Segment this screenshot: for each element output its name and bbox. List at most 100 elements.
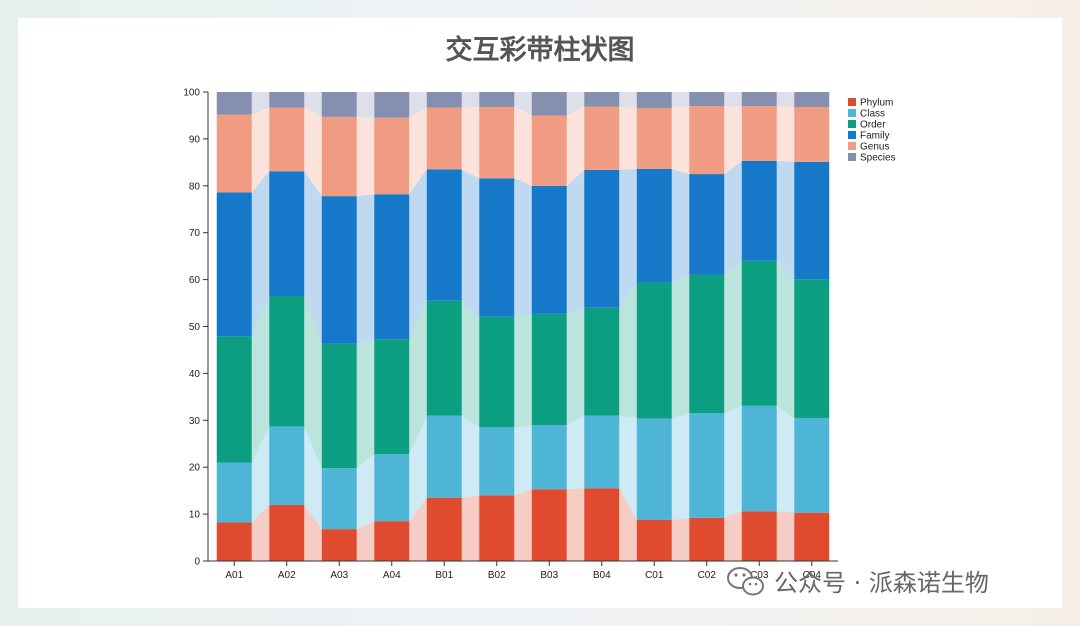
bar-B04-species	[584, 92, 620, 107]
ribbon-class-A03-A04	[356, 454, 375, 530]
bar-B03-family	[531, 185, 567, 314]
bar-A01-order	[216, 336, 252, 463]
ribbon-species-A02-A03	[304, 92, 322, 117]
ribbon-family-A02-A03	[304, 171, 322, 344]
ribbon-class-C01-C02	[671, 413, 690, 520]
legend-swatch-phylum	[848, 98, 856, 106]
legend-swatch-order	[848, 120, 856, 128]
ribbon-order-B04-C01	[619, 282, 637, 419]
legend-swatch-class	[848, 109, 856, 117]
bar-C03-class	[741, 405, 777, 512]
x-tick-label-A03: A03	[330, 570, 348, 581]
ribbon-genus-B02-B03	[514, 107, 532, 186]
y-tick-label-0: 0	[194, 557, 200, 568]
y-tick-label-100: 100	[183, 88, 200, 99]
legend-label-species: Species	[860, 153, 896, 164]
x-tick-label-B02: B02	[488, 570, 506, 581]
ribbon-order-A02-A03	[304, 296, 322, 469]
bar-A02-genus	[269, 107, 305, 172]
bar-C03-phylum	[741, 511, 777, 561]
ribbon-phylum-C03-C04	[776, 511, 795, 561]
ribbon-phylum-B01-B02	[461, 495, 480, 561]
bar-A01-family	[216, 192, 252, 337]
ribbon-family-B03-B04	[566, 169, 585, 314]
ribbon-phylum-A02-A03	[304, 504, 322, 561]
bar-B01-genus	[426, 107, 462, 170]
ribbon-class-A01-A02	[251, 426, 270, 523]
bar-A02-class	[269, 426, 305, 505]
bar-A03-order	[321, 343, 357, 469]
bar-C02-class	[689, 413, 725, 518]
ribbon-family-C02-C03	[724, 160, 742, 275]
legend-label-class: Class	[860, 109, 885, 120]
ribbon-family-A04-B01	[409, 169, 427, 340]
bar-B04-family	[584, 169, 620, 308]
legend-swatch-family	[848, 131, 856, 139]
bar-A03-genus	[321, 116, 357, 197]
ribbon-phylum-C02-C03	[724, 511, 742, 561]
y-tick-label-30: 30	[189, 416, 201, 427]
x-tick-label-C03: C03	[750, 570, 769, 581]
legend-swatch-genus	[848, 142, 856, 150]
wechat-icon	[727, 567, 764, 596]
x-tick-label-C02: C02	[698, 570, 717, 581]
y-tick-label-60: 60	[189, 275, 201, 286]
bar-B01-family	[426, 169, 462, 301]
ribbon-species-B04-C01	[619, 92, 637, 108]
bar-C03-order	[741, 260, 777, 406]
bar-B01-species	[426, 92, 462, 108]
x-tick-label-C01: C01	[645, 570, 664, 581]
bar-B04-phylum	[584, 488, 620, 561]
bar-C03-species	[741, 92, 777, 107]
ribbon-order-A03-A04	[356, 339, 375, 469]
bar-B02-order	[479, 316, 515, 428]
ribbons	[251, 92, 795, 561]
bar-A02-order	[269, 296, 305, 427]
bar-A04-order	[374, 339, 410, 455]
ribbon-family-B02-B03	[514, 178, 532, 317]
legend-label-order: Order	[860, 120, 886, 131]
bar-B01-phylum	[426, 497, 462, 561]
bar-C03-genus	[741, 106, 777, 161]
ribbon-family-B04-C01	[619, 168, 637, 308]
ribbon-class-B03-B04	[566, 415, 585, 490]
ribbon-order-C03-C04	[776, 260, 795, 418]
bar-A03-species	[321, 92, 357, 117]
ribbon-phylum-B02-B03	[514, 489, 532, 561]
legend-swatch-species	[848, 153, 856, 161]
ribbon-species-B01-B02	[461, 92, 480, 108]
ribbon-genus-B03-B04	[566, 106, 585, 186]
ribbon-class-C02-C03	[724, 405, 742, 518]
ribbon-genus-A01-A02	[251, 107, 270, 193]
y-tick-label-90: 90	[189, 134, 201, 145]
bar-C01-genus	[636, 107, 672, 169]
ribbon-class-A02-A03	[304, 426, 322, 530]
bar-C01-phylum	[636, 519, 672, 561]
ribbon-order-B01-B02	[461, 300, 480, 428]
ribbon-species-C03-C04	[776, 92, 795, 108]
ribbon-genus-B04-C01	[619, 106, 637, 170]
bar-B02-species	[479, 92, 515, 108]
y-tick-label-40: 40	[189, 369, 201, 380]
ribbon-class-B04-C01	[619, 415, 637, 520]
ribbon-genus-C01-C02	[671, 106, 690, 175]
ribbon-order-B02-B03	[514, 313, 532, 428]
chart-card: 交互彩带柱状图 0 10 20 30 40 50 60 70 80 90 100 A01 A02 A03 A…	[18, 18, 1062, 608]
bar-C02-genus	[689, 106, 725, 175]
bar-A01-genus	[216, 114, 252, 193]
ribbon-species-A04-B01	[409, 92, 427, 118]
bar-B03-order	[531, 313, 567, 425]
bar-B04-order	[584, 307, 620, 416]
ribbon-phylum-A03-A04	[356, 521, 375, 561]
ribbon-genus-A03-A04	[356, 116, 375, 197]
x-tick-label-A04: A04	[383, 570, 401, 581]
legend-label-genus: Genus	[860, 142, 889, 153]
bar-C01-class	[636, 418, 672, 520]
ribbon-order-C02-C03	[724, 260, 742, 414]
ribbon-phylum-B03-B04	[566, 488, 585, 561]
bar-C01-species	[636, 92, 672, 108]
bar-B03-genus	[531, 115, 567, 186]
bar-A02-species	[269, 92, 305, 108]
x-tick-label-B01: B01	[435, 570, 453, 581]
bar-A02-phylum	[269, 504, 305, 561]
